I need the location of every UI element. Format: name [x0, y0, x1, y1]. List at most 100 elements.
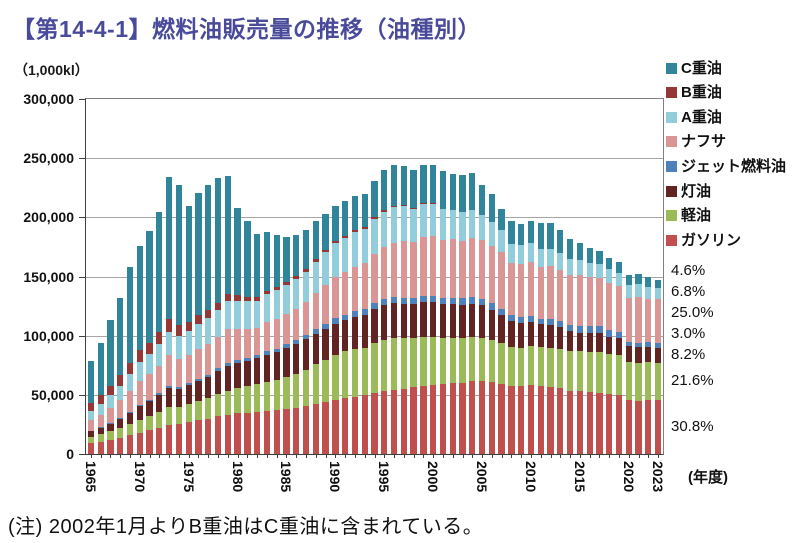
- bar-segment: [439, 338, 447, 385]
- bar-segment: [87, 430, 95, 432]
- bar-segment: [586, 332, 593, 352]
- bar-segment: [557, 320, 564, 328]
- bar-segment: [205, 343, 212, 375]
- bar-segment: [165, 354, 173, 387]
- stacked-bar-2002: [449, 173, 456, 454]
- bar-segment: [283, 282, 290, 286]
- bar-segment: [518, 223, 525, 246]
- bar-segment: [136, 380, 143, 405]
- bar-segment: [449, 173, 456, 210]
- bar-segment: [469, 237, 476, 298]
- bar-segment: [351, 232, 359, 267]
- bar-segment: [420, 301, 427, 337]
- bar-segment: [126, 423, 134, 436]
- x-axis-tick: [413, 454, 415, 458]
- bar-segment: [195, 348, 202, 379]
- bar-segment: [322, 284, 329, 324]
- legend-swatch-icon: [666, 185, 677, 197]
- y-axis-tick: [79, 276, 85, 278]
- legend-swatch-icon: [666, 87, 677, 99]
- x-axis-tick: [364, 454, 366, 458]
- bar-segment: [625, 362, 632, 401]
- bar-segment: [430, 295, 437, 302]
- bar-segment: [156, 427, 163, 454]
- bar-segment: [273, 290, 280, 319]
- bar-segment: [156, 411, 163, 428]
- bar-segment: [126, 374, 134, 391]
- x-axis-label: 1980: [229, 461, 246, 493]
- bar-segment: [508, 315, 515, 322]
- bar-segment: [117, 385, 124, 401]
- bar-segment: [654, 348, 662, 363]
- bar-segment: [293, 235, 300, 277]
- stacked-bar-2016: [586, 248, 593, 454]
- y-axis-tick: [79, 335, 85, 337]
- bar-segment: [488, 303, 495, 310]
- bar-segment: [645, 341, 652, 348]
- footnote: (注) 2002年1月よりB重油はC重油に含まれている。: [8, 516, 484, 538]
- x-axis-tick: [247, 454, 249, 458]
- stacked-bar-2012: [547, 222, 554, 454]
- bar-segment: [224, 300, 231, 330]
- bar-segment: [537, 324, 544, 348]
- bar-segment: [547, 248, 554, 267]
- bar-segment: [615, 395, 623, 454]
- bar-segment: [293, 279, 300, 309]
- share-label-灯油: 8.2%: [671, 346, 706, 364]
- bar-segment: [390, 338, 398, 390]
- bar-segment: [283, 348, 290, 378]
- stacked-bar-1993: [361, 194, 368, 454]
- stacked-bar-2017: [596, 250, 603, 454]
- bar-segment: [244, 329, 251, 358]
- bar-segment: [136, 432, 143, 454]
- bar-segment: [498, 251, 505, 309]
- bar-segment: [625, 297, 632, 342]
- bar-segment: [615, 338, 623, 355]
- bar-segment: [547, 319, 554, 325]
- bar-segment: [576, 326, 584, 333]
- bar-segment: [586, 262, 593, 278]
- bar-segment: [283, 313, 290, 344]
- bar-segment: [606, 257, 613, 270]
- bar-segment: [547, 266, 554, 320]
- bar-segment: [469, 173, 476, 211]
- bar-segment: [224, 329, 231, 363]
- bar-segment: [361, 263, 368, 310]
- x-axis-tick: [130, 454, 131, 458]
- bar-segment: [361, 229, 368, 264]
- bar-segment: [332, 242, 339, 277]
- legend-label: ガソリン: [681, 231, 742, 249]
- bar-segment: [625, 284, 632, 298]
- stacked-bar-2000: [430, 164, 437, 454]
- bar-segment: [351, 316, 359, 349]
- bar-segment: [117, 375, 124, 386]
- bar-segment: [156, 211, 163, 333]
- stacked-bar-2004: [469, 173, 476, 454]
- stacked-bar-1994: [371, 180, 378, 454]
- bar-segment: [361, 309, 368, 315]
- bar-segment: [175, 324, 183, 337]
- bar-segment: [586, 277, 593, 327]
- bar-segment: [205, 377, 212, 399]
- x-axis-tick: [530, 454, 532, 458]
- bar-segment: [606, 354, 613, 395]
- bar-segment: [244, 357, 251, 362]
- bar-segment: [586, 248, 593, 263]
- bar-segment: [488, 193, 495, 223]
- bar-segment: [390, 207, 398, 243]
- bar-segment: [430, 203, 437, 237]
- bar-segment: [449, 383, 456, 454]
- bar-segment: [400, 206, 407, 241]
- bar-segment: [410, 207, 417, 209]
- bar-segment: [136, 406, 143, 420]
- x-axis-tick: [100, 454, 102, 458]
- bar-segment: [625, 341, 632, 346]
- bar-segment: [537, 318, 544, 325]
- bar-segment: [234, 329, 241, 360]
- bar-segment: [527, 316, 535, 323]
- x-axis-tick: [306, 454, 308, 458]
- bar-segment: [527, 261, 535, 317]
- bar-segment: [371, 218, 378, 254]
- stacked-bar-2005: [478, 185, 486, 454]
- bar-segment: [293, 373, 300, 408]
